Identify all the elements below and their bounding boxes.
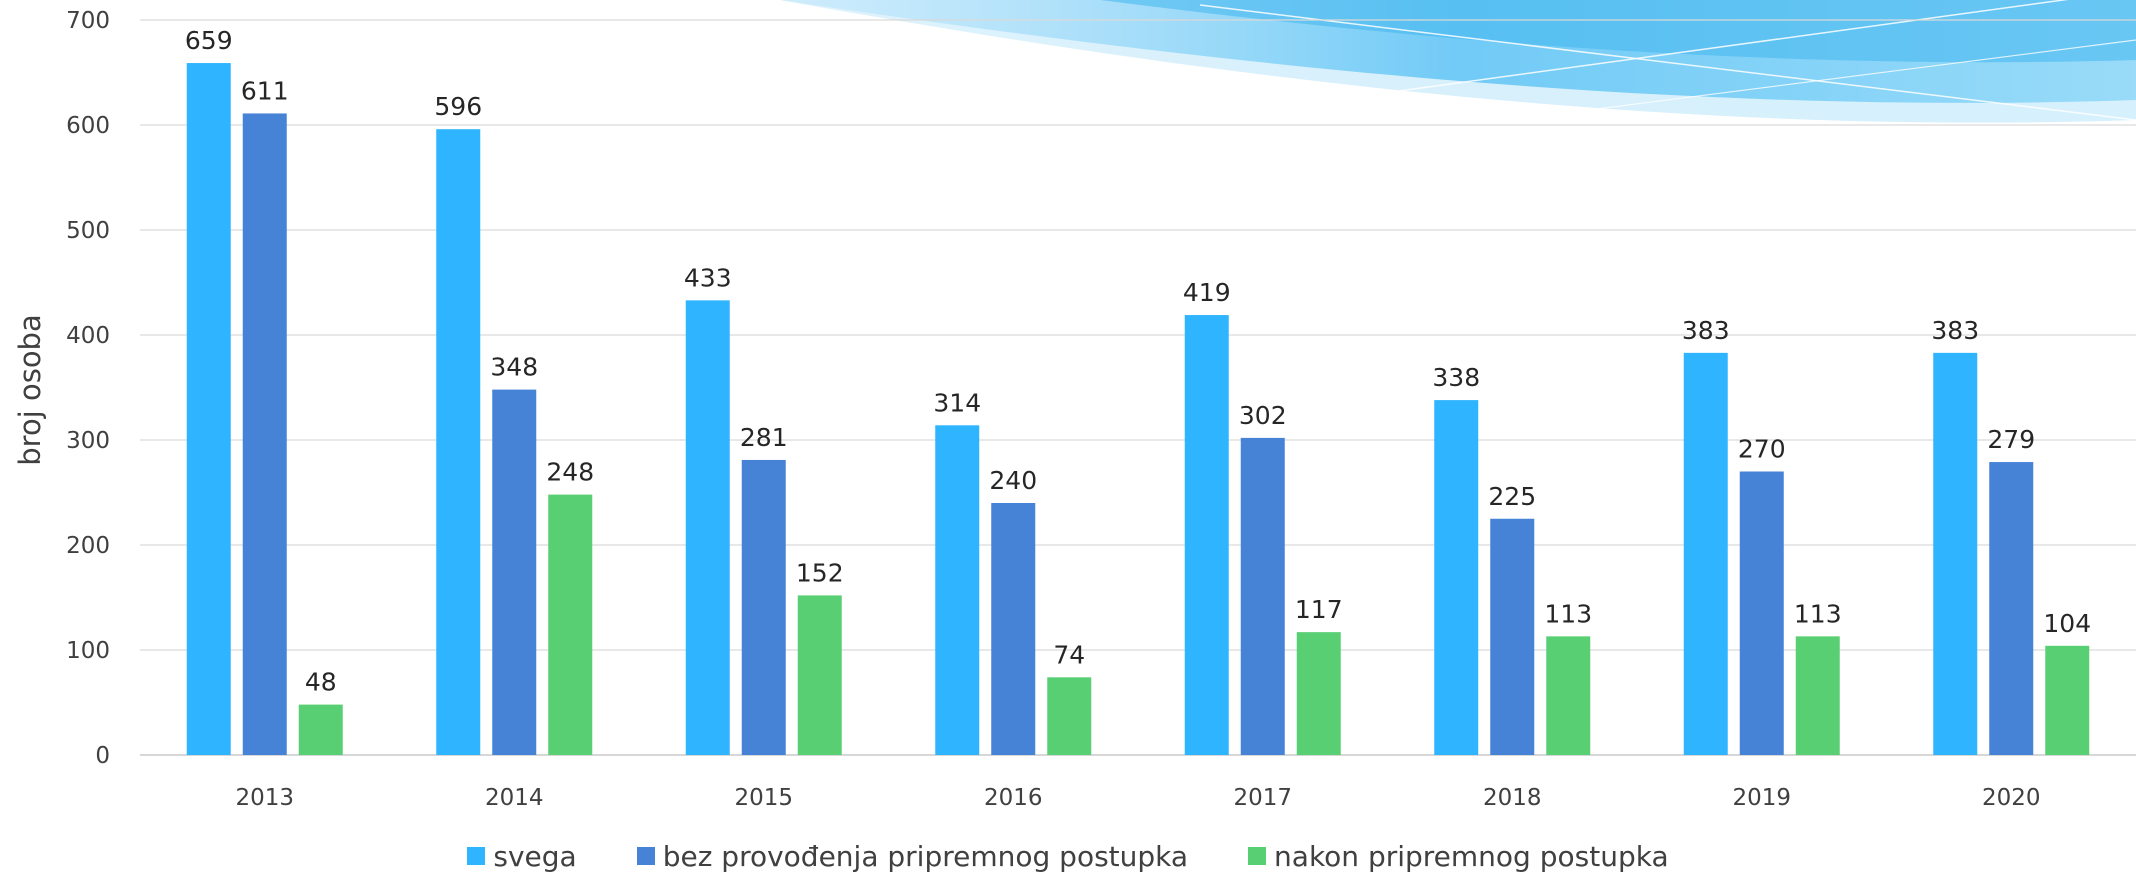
- bar: [1490, 518, 1535, 755]
- legend-item-svega: svega: [467, 839, 577, 873]
- legend-label: nakon pripremnog postupka: [1274, 839, 1669, 873]
- bar: [1296, 632, 1341, 755]
- y-tick-label: 400: [66, 323, 110, 349]
- bar-chart: 0 100 200 300 400 500 600 700 659 611 48 596 348 248…: [13, 0, 2136, 811]
- bar-value-label: 248: [546, 458, 594, 487]
- bar-value-label: 314: [933, 388, 981, 417]
- x-tick-label: 2014: [485, 785, 544, 811]
- bar: [741, 459, 786, 755]
- legend-swatch: [467, 847, 486, 865]
- x-axis-ticks: 2013 2014 2015 2016 2017 2018 2019 2020: [235, 785, 2040, 811]
- y-tick-label: 500: [66, 218, 110, 244]
- bar: [436, 129, 481, 755]
- bar-value-label: 611: [241, 76, 289, 105]
- bar: [298, 704, 343, 755]
- bar: [935, 425, 980, 755]
- y-axis-ticks: 0 100 200 300 400 500 600 700: [66, 8, 110, 769]
- bar: [548, 494, 593, 755]
- bar: [685, 300, 730, 755]
- bar-value-label: 433: [684, 263, 732, 292]
- bar-value-labels: 659 611 48 596 348 248 433 281 152 314 240 74 419 302…: [185, 26, 2091, 697]
- bar-value-label: 281: [740, 423, 788, 452]
- bar: [1184, 315, 1229, 755]
- bar-value-label: 152: [796, 558, 844, 587]
- y-tick-label: 100: [66, 638, 110, 664]
- x-tick-label: 2016: [984, 785, 1043, 811]
- bar-value-label: 240: [989, 466, 1037, 495]
- y-tick-label: 700: [66, 8, 110, 34]
- y-tick-label: 0: [95, 743, 110, 769]
- bar: [1047, 677, 1092, 755]
- bar-value-label: 659: [185, 26, 233, 55]
- bar-value-label: 117: [1295, 595, 1343, 624]
- bar: [186, 63, 231, 756]
- x-tick-label: 2013: [235, 785, 294, 811]
- y-axis-label: broj osoba: [13, 314, 47, 466]
- bars: [186, 63, 2090, 756]
- bar-value-label: 338: [1432, 363, 1480, 392]
- bar-value-label: 596: [434, 92, 482, 121]
- bar: [991, 503, 1036, 755]
- y-tick-label: 300: [66, 428, 110, 454]
- legend-swatch: [636, 847, 655, 865]
- legend: svega bez provođenja pripremnog postupka…: [0, 836, 2136, 876]
- y-tick-label: 200: [66, 533, 110, 559]
- x-tick-label: 2020: [1982, 785, 2041, 811]
- bar-value-label: 270: [1738, 435, 1786, 464]
- x-tick-label: 2017: [1233, 785, 1292, 811]
- bar: [242, 113, 287, 755]
- bar-value-label: 48: [305, 668, 337, 697]
- bar: [1739, 471, 1784, 755]
- legend-item-nakon-pripremnog: nakon pripremnog postupka: [1248, 840, 1669, 873]
- decorative-wave: [780, 0, 2136, 123]
- bar-value-label: 419: [1183, 278, 1231, 307]
- x-tick-label: 2015: [734, 785, 793, 811]
- legend-label: svega: [493, 839, 577, 873]
- bar-value-label: 348: [490, 353, 538, 382]
- bar: [1434, 400, 1479, 755]
- bar: [1240, 437, 1285, 755]
- x-tick-label: 2019: [1732, 785, 1791, 811]
- bar-value-label: 104: [2043, 609, 2091, 638]
- bar-value-label: 383: [1931, 316, 1979, 345]
- bar: [797, 595, 842, 755]
- bar: [492, 389, 537, 755]
- bar: [1546, 636, 1591, 755]
- bar-value-label: 383: [1682, 316, 1730, 345]
- bar: [1933, 352, 1978, 755]
- x-tick-label: 2018: [1483, 785, 1542, 811]
- bar-value-label: 113: [1794, 599, 1842, 628]
- legend-item-bez-provodenja: bez provođenja pripremnog postupka: [636, 839, 1189, 873]
- bar-value-label: 279: [1987, 425, 2035, 454]
- bar-value-label: 113: [1544, 599, 1592, 628]
- bar: [1989, 462, 2034, 755]
- bar: [1683, 352, 1728, 755]
- bar-value-label: 74: [1053, 640, 1085, 669]
- bar-value-label: 302: [1239, 401, 1287, 430]
- bar: [1795, 636, 1840, 755]
- bar: [2045, 645, 2090, 755]
- bar-value-label: 225: [1488, 482, 1536, 511]
- y-tick-label: 600: [66, 113, 110, 139]
- legend-label: bez provođenja pripremnog postupka: [662, 839, 1189, 873]
- legend-swatch: [1248, 847, 1267, 865]
